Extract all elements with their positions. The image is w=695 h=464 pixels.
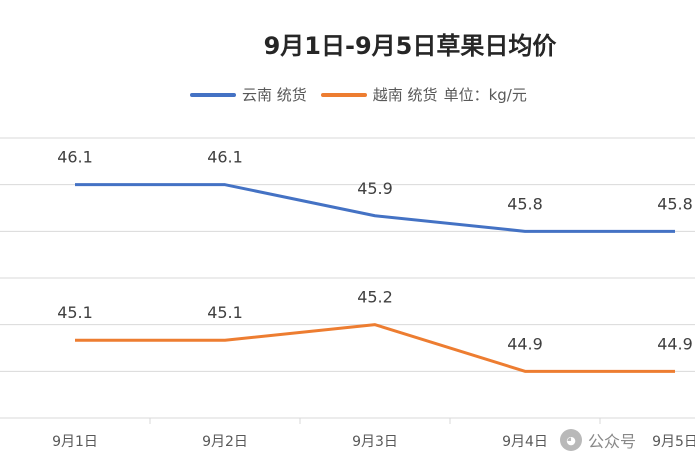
- series-line-1: [75, 323, 675, 373]
- legend-item-vietnam: 越南 统货 单位：kg/元: [320, 84, 527, 105]
- x-tick-label: 9月1日: [52, 434, 98, 450]
- legend-item-yunnan: 云南 统货: [190, 84, 307, 105]
- data-label: 45.1: [57, 303, 93, 322]
- chart-title: 9月1日-9月5日草果日均价: [263, 32, 557, 60]
- legend-swatch-vietnam: [320, 92, 367, 97]
- legend: 云南 统货 越南 统货 单位：kg/元: [190, 84, 541, 105]
- series-lines: [75, 183, 675, 373]
- x-tick-label: 9月3日: [352, 434, 398, 450]
- unit-label: 单位：kg/元: [443, 86, 527, 104]
- data-label: 45.8: [507, 194, 543, 213]
- data-labels: 46.1 46.1 45.9 45.8 45.8 45.1 45.1 45.2 44.9 44.9: [57, 148, 693, 354]
- legend-label-yunnan: 云南 统货: [242, 86, 307, 104]
- data-label: 44.9: [657, 334, 693, 353]
- data-label: 45.1: [207, 303, 243, 322]
- series-line-0: [75, 183, 675, 233]
- data-label: 44.9: [507, 334, 543, 353]
- legend-swatch-yunnan: [190, 92, 236, 97]
- data-label: 45.9: [357, 179, 393, 198]
- watermark: ◕ 公众号: [560, 428, 636, 452]
- x-tick-label: 9月2日: [202, 434, 248, 450]
- wechat-icon: ◕: [560, 429, 582, 451]
- gridlines: [0, 137, 695, 419]
- legend-label-vietnam: 越南 统货: [372, 86, 438, 104]
- x-tick-label: 9月5日: [652, 434, 695, 450]
- x-tick-label: 9月4日: [502, 434, 548, 450]
- watermark-text: 公众号: [588, 432, 637, 451]
- x-axis: 9月1日 9月2日 9月3日 9月4日 9月5日: [52, 418, 695, 450]
- data-label: 45.2: [357, 288, 393, 307]
- data-label: 45.8: [657, 194, 693, 213]
- data-label: 46.1: [207, 148, 243, 167]
- data-label: 46.1: [57, 148, 93, 167]
